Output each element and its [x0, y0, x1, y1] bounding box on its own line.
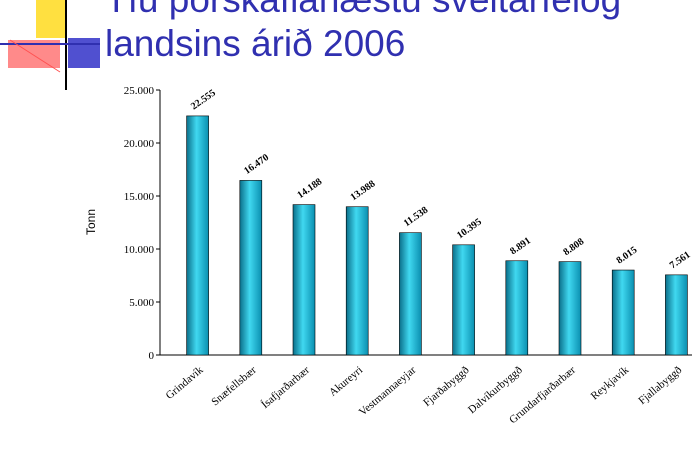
x-tick-label: Grindavík: [164, 364, 206, 402]
y-tick-label: 0: [149, 350, 155, 362]
bar: [399, 232, 422, 356]
x-tick-label: Vestmannaeyjar: [357, 364, 419, 419]
y-tick-label: 25.000: [124, 85, 155, 97]
x-tick-label: Fjarðabyggð: [421, 364, 472, 409]
value-label: 8.808: [561, 236, 586, 258]
deco-yellow: [36, 0, 66, 38]
y-tick-label: 5.000: [129, 297, 154, 309]
bar: [558, 261, 582, 356]
value-label: 7.561: [668, 249, 693, 271]
value-label: 13.988: [349, 178, 378, 203]
value-label: 16.470: [242, 152, 271, 177]
deco-line: [9, 39, 61, 73]
bar: [345, 206, 369, 356]
x-tick-label: Fjallabyggð: [636, 364, 684, 407]
bar: [665, 274, 688, 356]
bar: [452, 244, 475, 356]
bar: [505, 260, 529, 356]
bar: [239, 180, 263, 356]
value-label: 10.395: [455, 216, 484, 241]
value-label: 11.538: [402, 205, 430, 229]
value-label: 8.015: [615, 245, 640, 267]
x-tick-label: Ísafjarðarbær: [259, 364, 312, 411]
bar: [186, 115, 209, 356]
value-label: 8.891: [508, 235, 533, 257]
x-tick-label: Snæfellsbær: [209, 364, 259, 408]
y-tick-label: 15.000: [124, 191, 155, 203]
y-axis-label: Tonn: [84, 209, 98, 235]
x-tick-label: Akureyri: [327, 364, 365, 399]
y-tick-label: 20.000: [124, 138, 155, 150]
value-label: 22.555: [189, 88, 218, 113]
value-label: 14.188: [295, 176, 324, 201]
slide-title: Tíu þorskaflahæstu sveitarfélög landsins…: [105, 0, 621, 64]
x-tick-label: Reykjavík: [589, 364, 632, 403]
bar: [292, 204, 316, 356]
bar: [611, 269, 635, 356]
y-tick-label: 10.000: [124, 244, 155, 256]
